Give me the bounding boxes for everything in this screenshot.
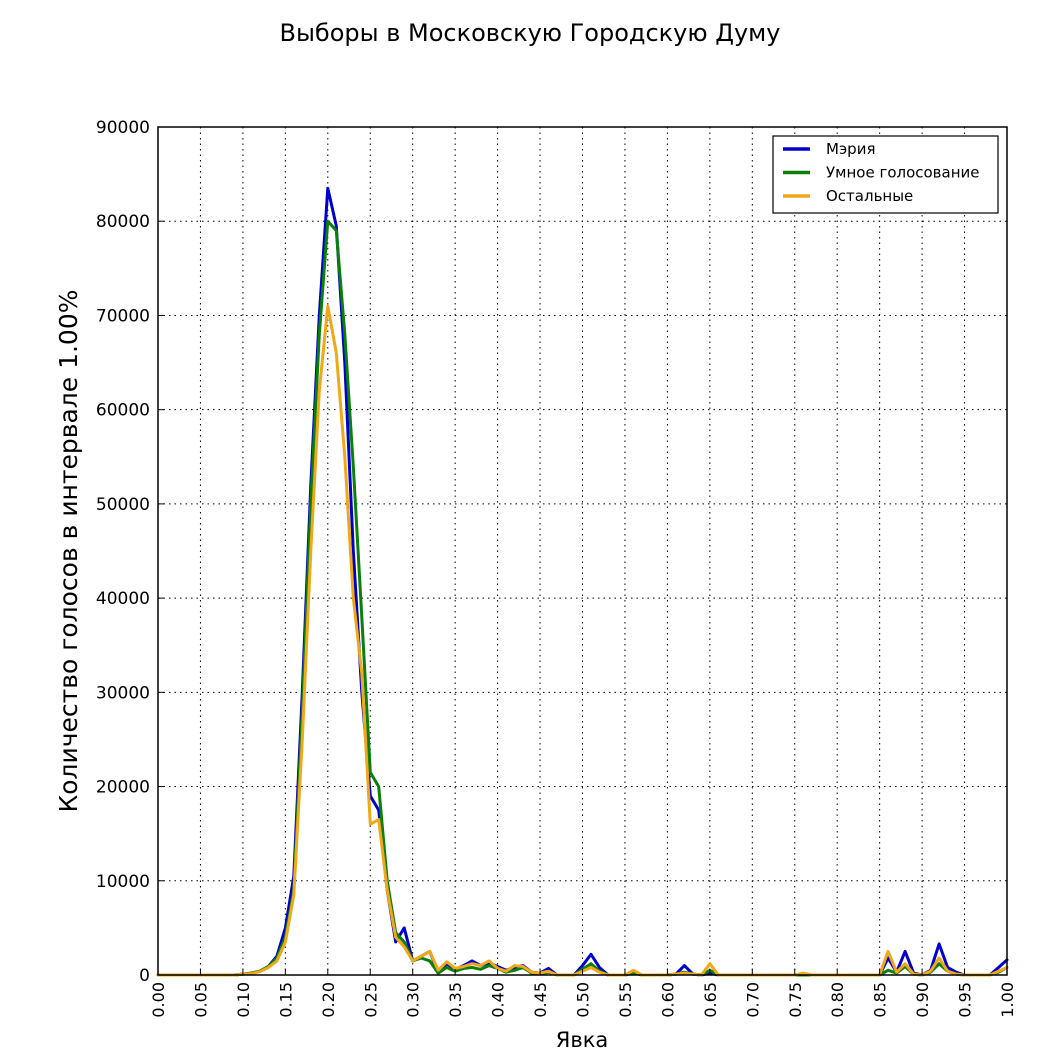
y-tick-label: 10000 <box>96 872 150 892</box>
x-tick-label: 0.15 <box>276 982 295 1018</box>
series-lines <box>156 186 1009 977</box>
x-tick-label: 0.20 <box>319 982 338 1018</box>
legend-box <box>772 135 999 214</box>
y-tick-label: 0 <box>139 966 150 986</box>
y-tick-label: 40000 <box>96 589 150 609</box>
y-tick-label: 70000 <box>96 306 150 326</box>
x-tick-label: 0.30 <box>404 982 423 1018</box>
grid-lines <box>158 127 1007 975</box>
y-tick-label: 80000 <box>96 212 150 232</box>
x-tick-label: 1.00 <box>998 982 1017 1018</box>
x-tick-label: 0.60 <box>658 982 677 1018</box>
x-tick-label: 0.00 <box>149 982 168 1018</box>
x-tick-label: 0.35 <box>446 982 465 1018</box>
y-tick-label: 50000 <box>96 495 150 515</box>
x-tick-label: 0.05 <box>191 982 210 1018</box>
y-tick-label: 20000 <box>96 778 150 798</box>
x-tick-label: 0.50 <box>574 982 593 1018</box>
x-tick-label: 0.70 <box>743 982 762 1018</box>
x-tick-label: 0.45 <box>531 982 550 1018</box>
x-tick-label: 0.75 <box>786 982 805 1018</box>
x-tick-label: 0.95 <box>956 982 975 1018</box>
x-tick-label: 0.85 <box>871 982 890 1018</box>
y-ticks: 0 10000 20000 30000 40000 50000 60000 70000 8000… <box>96 118 164 986</box>
series-line-0 <box>156 186 1009 977</box>
series-line-2 <box>156 304 1009 977</box>
y-axis-label: Количество голосов в интервале 1.00% <box>54 290 83 813</box>
legend: Мэрия Умное голосование Остальные <box>772 135 999 214</box>
y-tick-label: 90000 <box>96 118 150 138</box>
x-tick-label: 0.10 <box>234 982 253 1018</box>
x-tick-label: 0.65 <box>701 982 720 1018</box>
legend-label: Умное голосование <box>826 164 980 182</box>
x-tick-label: 0.90 <box>913 982 932 1018</box>
x-axis-label: Явка <box>556 1028 609 1052</box>
x-tick-label: 0.55 <box>616 982 635 1018</box>
legend-items: Мэрия Умное голосование Остальные <box>783 140 980 205</box>
chart-title: Выборы в Московскую Городскую Думу <box>280 19 781 47</box>
x-ticks: 0.00 0.05 0.10 0.15 0.20 0.25 0.30 0.35 0.40 0.45… <box>149 969 1017 1018</box>
y-tick-label: 30000 <box>96 683 150 703</box>
y-tick-label: 60000 <box>96 401 150 421</box>
x-tick-label: 0.80 <box>828 982 847 1018</box>
legend-label: Остальные <box>826 187 913 205</box>
x-tick-label: 0.25 <box>361 982 380 1018</box>
x-tick-label: 0.40 <box>489 982 508 1018</box>
legend-label: Мэрия <box>826 140 875 158</box>
